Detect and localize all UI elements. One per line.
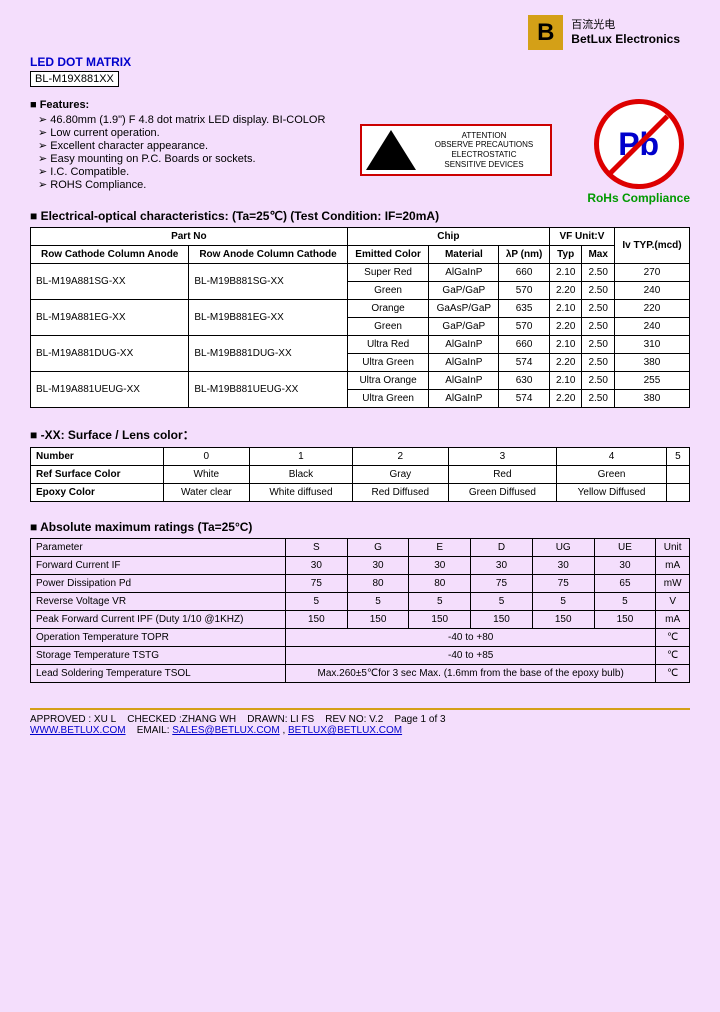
header-logo: B 百流光电 BetLux Electronics xyxy=(528,15,680,50)
pb-free-icon: Pb xyxy=(594,99,684,189)
th-emit: Emitted Color xyxy=(347,246,429,264)
th-unit: Unit xyxy=(656,539,690,557)
st-temp-label: Storage Temperature TSTG xyxy=(31,647,286,665)
th-ref: Ref Surface Color xyxy=(31,466,164,484)
param-cell: Peak Forward Current IPF (Duty 1/10 @1KH… xyxy=(31,611,286,629)
approved: APPROVED : XU L xyxy=(30,714,116,725)
elec-char-header: Electrical-optical characteristics: (Ta=… xyxy=(30,209,690,223)
th-epoxy: Epoxy Color xyxy=(31,484,164,502)
param-cell: Power Dissipation Pd xyxy=(31,575,286,593)
rohs-badge: Pb RoHs Compliance xyxy=(587,99,690,205)
op-temp-label: Operation Temperature TOPR xyxy=(31,629,286,647)
logo-cn: 百流光电 xyxy=(571,19,680,32)
email-label: EMAIL: xyxy=(137,725,170,736)
th-typ: Typ xyxy=(549,246,582,264)
abs-max-table: Parameter SGEDUGUE Unit Forward Current … xyxy=(30,538,690,683)
th-max: Max xyxy=(582,246,615,264)
th-iv: Iv TYP.(mcd) xyxy=(614,228,689,264)
rohs-label: RoHs Compliance xyxy=(587,191,690,205)
esd-line: ELECTROSTATIC xyxy=(422,150,546,160)
ld-temp-label: Lead Soldering Temperature TSOL xyxy=(31,665,286,683)
op-temp-val: -40 to +80 xyxy=(285,629,655,647)
th-param: Parameter xyxy=(31,539,286,557)
website-link[interactable]: WWW.BETLUX.COM xyxy=(30,725,126,736)
th-number: Number xyxy=(31,448,164,466)
email-link[interactable]: BETLUX@BETLUX.COM xyxy=(288,725,402,736)
esd-line: SENSITIVE DEVICES xyxy=(422,160,546,170)
st-temp-val: -40 to +85 xyxy=(285,647,655,665)
part-cell: BL-M19B881DUG-XX xyxy=(189,336,347,372)
esd-warning: ATTENTION OBSERVE PRECAUTIONS ELECTROSTA… xyxy=(360,124,552,176)
page-title: LED DOT MATRIX xyxy=(30,55,690,69)
th-lp: λP (nm) xyxy=(499,246,550,264)
elec-char-table: Part No Chip VF Unit:V Iv TYP.(mcd) Row … xyxy=(30,227,690,408)
logo-en: BetLux Electronics xyxy=(571,32,680,46)
esd-triangle-icon xyxy=(366,130,416,170)
part-cell: BL-M19A881EG-XX xyxy=(31,300,189,336)
part-cell: BL-M19B881EG-XX xyxy=(189,300,347,336)
part-cell: BL-M19A881UEUG-XX xyxy=(31,372,189,408)
part-cell: BL-M19B881UEUG-XX xyxy=(189,372,347,408)
logo-icon: B xyxy=(528,15,563,50)
part-cell: BL-M19A881DUG-XX xyxy=(31,336,189,372)
email-link[interactable]: SALES@BETLUX.COM xyxy=(172,725,279,736)
esd-line: OBSERVE PRECAUTIONS xyxy=(422,140,546,150)
lens-color-header: -XX: Surface / Lens color： xyxy=(30,426,690,443)
abs-max-header: Absolute maximum ratings (Ta=25°C) xyxy=(30,520,690,534)
drawn: DRAWN: LI FS xyxy=(247,714,314,725)
page-footer: APPROVED : XU L CHECKED :ZHANG WH DRAWN:… xyxy=(30,708,690,736)
esd-title: ATTENTION xyxy=(422,131,546,141)
th-chip: Chip xyxy=(347,228,549,246)
rev: REV NO: V.2 xyxy=(325,714,383,725)
param-cell: Reverse Voltage VR xyxy=(31,593,286,611)
th-rowc: Row Cathode Column Anode xyxy=(31,246,189,264)
part-cell: BL-M19A881SG-XX xyxy=(31,264,189,300)
lens-color-table: Number 012345 Ref Surface Color WhiteBla… xyxy=(30,447,690,502)
th-vf: VF Unit:V xyxy=(549,228,614,246)
page-num: Page 1 of 3 xyxy=(394,714,445,725)
checked: CHECKED :ZHANG WH xyxy=(127,714,236,725)
ld-temp-val: Max.260±5℃for 3 sec Max. (1.6mm from the… xyxy=(285,665,655,683)
th-partno: Part No xyxy=(31,228,348,246)
th-mat: Material xyxy=(429,246,499,264)
part-number: BL-M19X881XX xyxy=(30,71,119,87)
th-rowa: Row Anode Column Cathode xyxy=(189,246,347,264)
part-cell: BL-M19B881SG-XX xyxy=(189,264,347,300)
features-section: Features: 46.80mm (1.9") F 4.8 dot matri… xyxy=(30,99,690,191)
param-cell: Forward Current IF xyxy=(31,557,286,575)
